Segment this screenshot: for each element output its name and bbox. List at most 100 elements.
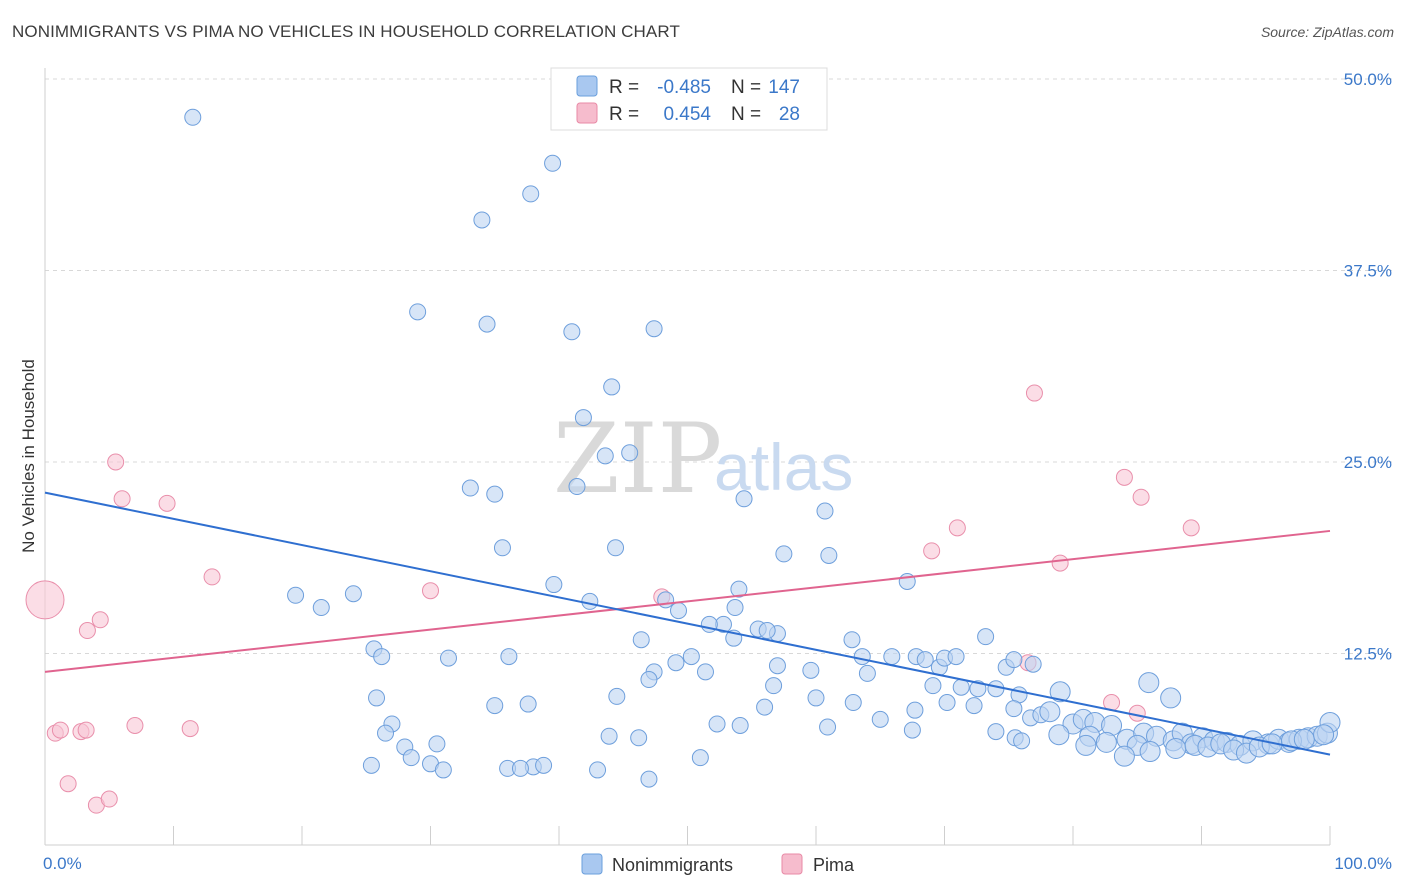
nonimmigrants-point xyxy=(1095,731,1117,753)
nonimmigrants-point xyxy=(987,723,1005,741)
nonimmigrants-point xyxy=(563,323,581,341)
nonimmigrants-point xyxy=(682,648,700,666)
nonimmigrants-point xyxy=(916,651,934,669)
nonimmigrants-point xyxy=(726,599,744,617)
nonimmigrants-point xyxy=(596,447,614,465)
nonimmigrants-point xyxy=(952,678,970,696)
nonimmigrants-point xyxy=(730,580,748,598)
nonimmigrants-point xyxy=(640,770,658,788)
pima-point xyxy=(100,790,118,808)
pima-point xyxy=(1182,519,1200,537)
nonimmigrants-point xyxy=(691,749,709,767)
nonimmigrants-point xyxy=(473,211,491,229)
pima-point xyxy=(158,494,176,512)
source-label: Source: ZipAtlas.com xyxy=(1260,24,1394,40)
nonimmigrants-point xyxy=(871,710,889,728)
nonimmigrants-point xyxy=(478,315,496,333)
pima-point xyxy=(422,582,439,600)
trend-lines xyxy=(44,491,1331,756)
nonimmigrants-point xyxy=(632,631,650,649)
stats-legend: R = -0.485 N = 147 R = 0.454 N = 28 xyxy=(550,67,828,131)
pima-point xyxy=(181,720,199,738)
nonimmigrants-point xyxy=(1160,687,1182,709)
pima-point xyxy=(78,622,96,640)
nonimmigrants-point xyxy=(377,724,395,742)
nonimmigrants-point xyxy=(287,586,305,604)
nonimmigrants-point xyxy=(1139,741,1161,763)
nonimmigrants-point xyxy=(731,717,749,735)
y-tick-label: 12.5% xyxy=(1344,645,1392,664)
nonimmigrants-point xyxy=(184,108,202,126)
nonimmigrants-point xyxy=(1293,728,1315,750)
nonimmigrants-point xyxy=(1313,724,1335,746)
nonimmigrants-point xyxy=(775,545,793,563)
nonimmigrants-point xyxy=(519,695,537,713)
nonimmigrants-point xyxy=(696,663,714,681)
legend-swatch-blue xyxy=(576,75,598,97)
pima-point xyxy=(25,580,65,620)
pima-trend-line xyxy=(44,529,1331,673)
nonimmigrants-point xyxy=(965,697,983,715)
pima-point xyxy=(126,717,144,735)
nonimmigrants-point xyxy=(1005,700,1023,718)
nonimmigrants-point xyxy=(486,485,504,503)
nonimmigrants-point xyxy=(802,661,820,679)
nonimmigrants-trend-line xyxy=(44,491,1331,756)
watermark-atlas: atlas xyxy=(714,430,853,504)
y-tick-label: 25.0% xyxy=(1344,453,1392,472)
y-axis-tick-labels: 12.5% 25.0% 37.5% 50.0% xyxy=(1344,70,1392,664)
nonimmigrants-point xyxy=(969,680,987,698)
nonimmigrants-point xyxy=(670,602,688,620)
nonimmigrants-point xyxy=(486,697,504,715)
nonimmigrants-point xyxy=(820,546,838,564)
pima-point xyxy=(1132,488,1150,506)
chart-title: NONIMMIGRANTS VS PIMA NO VEHICLES IN HOU… xyxy=(12,22,680,41)
nonimmigrants-point xyxy=(657,591,675,609)
nonimmigrants-point xyxy=(843,631,861,649)
nonimmigrants-point xyxy=(858,664,876,682)
legend-n-value: 147 xyxy=(768,77,800,98)
nonimmigrants-point xyxy=(708,715,726,733)
pima-point xyxy=(1025,384,1043,402)
nonimmigrants-point xyxy=(1075,734,1097,756)
nonimmigrants-point xyxy=(402,749,420,767)
legend-r-label: R = xyxy=(609,104,639,125)
pima-point xyxy=(77,721,95,739)
pima-point xyxy=(1115,468,1133,486)
x-tick-label: 100.0% xyxy=(1334,854,1392,873)
pima-point xyxy=(113,490,131,508)
nonimmigrants-points xyxy=(184,108,1341,788)
pima-point xyxy=(107,453,125,471)
stats-legend-row-pima: R = 0.454 N = 28 xyxy=(576,102,800,125)
nonimmigrants-point xyxy=(493,539,511,557)
nonimmigrants-point xyxy=(938,694,956,712)
nonimmigrants-point xyxy=(987,680,1005,698)
nonimmigrants-point xyxy=(1039,701,1061,723)
legend-nonimmigrants-swatch xyxy=(581,853,603,875)
nonimmigrants-point xyxy=(903,721,921,739)
legend-r-label: R = xyxy=(609,77,639,98)
x-tick-label: 0.0% xyxy=(43,854,82,873)
nonimmigrants-point xyxy=(581,592,599,610)
nonimmigrants-point xyxy=(568,478,586,496)
nonimmigrants-point xyxy=(312,599,330,617)
pima-point xyxy=(1051,554,1069,572)
x-axis-tick-labels: 0.0% 100.0% xyxy=(43,854,1392,873)
y-axis-label: No Vehicles in Household xyxy=(19,359,38,553)
y-tick-label: 50.0% xyxy=(1344,70,1392,89)
nonimmigrants-point xyxy=(807,689,825,707)
nonimmigrants-point xyxy=(461,479,479,497)
nonimmigrants-point xyxy=(640,671,658,689)
pima-point xyxy=(923,542,941,560)
nonimmigrants-point xyxy=(735,490,753,508)
nonimmigrants-point xyxy=(500,648,518,666)
nonimmigrants-point xyxy=(947,648,965,666)
nonimmigrants-point xyxy=(607,539,625,557)
nonimmigrants-point xyxy=(1113,745,1135,767)
nonimmigrants-point xyxy=(344,585,362,603)
legend-pima-label: Pima xyxy=(813,855,855,875)
nonimmigrants-point xyxy=(621,444,639,462)
pima-point xyxy=(948,519,966,537)
nonimmigrants-point xyxy=(630,729,648,747)
